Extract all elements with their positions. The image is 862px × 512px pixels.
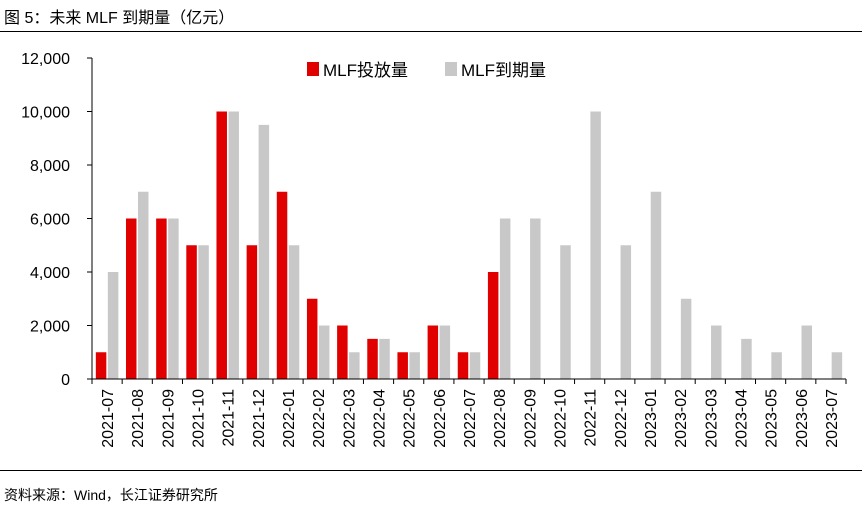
- bar-mlf-investment: [427, 325, 439, 379]
- y-tick-label: 12,000: [21, 51, 70, 68]
- x-tick-label: 2023-01: [643, 389, 660, 448]
- x-tick-label: 2021-07: [100, 389, 117, 448]
- bar-mlf-investment: [95, 352, 107, 379]
- x-tick-label: 2023-04: [733, 389, 750, 448]
- x-tick-label: 2022-11: [583, 389, 600, 447]
- x-tick-label: 2023-07: [824, 389, 841, 448]
- bar-mlf-maturity: [168, 218, 179, 379]
- bar-mlf-investment: [156, 218, 167, 379]
- bar-mlf-maturity: [198, 245, 209, 379]
- bar-mlf-maturity: [801, 325, 813, 379]
- bar-mlf-maturity: [711, 325, 722, 379]
- bar-mlf-investment: [246, 245, 258, 379]
- bar-mlf-maturity: [379, 338, 390, 379]
- bar-mlf-maturity: [228, 111, 239, 379]
- y-tick-label: 8,000: [30, 158, 70, 175]
- bar-mlf-maturity: [439, 325, 451, 379]
- bar-mlf-maturity: [650, 191, 662, 379]
- y-tick-label: 6,000: [30, 212, 70, 229]
- x-tick-label: 2023-05: [764, 389, 781, 448]
- x-tick-label: 2022-02: [311, 389, 328, 448]
- x-tick-label: 2023-06: [794, 389, 811, 448]
- bar-mlf-investment: [276, 191, 288, 379]
- legend-label: MLF到期量: [461, 61, 546, 80]
- legend-label: MLF投放量: [323, 61, 408, 80]
- x-tick-label: 2021-08: [130, 389, 147, 448]
- figure-title: 图 5：未来 MLF 到期量（亿元）: [4, 10, 235, 27]
- x-tick-label: 2022-07: [462, 389, 479, 448]
- mlf-bar-chart: 0 2,000 4,000 6,000 8,000 10,000 12,000 2021-07…: [21, 51, 847, 448]
- bar-mlf-maturity: [349, 352, 360, 379]
- bar-mlf-maturity: [499, 218, 511, 379]
- bar-mlf-maturity: [469, 352, 481, 379]
- x-tick-label: 2022-03: [341, 389, 358, 448]
- bar-mlf-investment: [337, 325, 348, 379]
- x-tick-label: 2022-12: [613, 389, 630, 448]
- x-tick-label: 2022-04: [372, 389, 389, 448]
- bar-mlf-investment: [367, 338, 378, 379]
- bar-mlf-maturity: [680, 298, 692, 379]
- x-tick-label: 2022-06: [432, 389, 449, 448]
- bar-mlf-maturity: [771, 352, 782, 379]
- x-tick-label: 2022-09: [522, 389, 539, 448]
- source-note: 资料来源：Wind，长江证券研究所: [4, 487, 218, 503]
- bar-mlf-maturity: [831, 352, 843, 379]
- bar-mlf-maturity: [530, 218, 541, 379]
- bar-mlf-maturity: [741, 338, 752, 379]
- y-tick-label: 0: [61, 372, 70, 389]
- x-tick-label: 2023-03: [703, 389, 720, 448]
- x-tick-label: 2021-09: [160, 389, 177, 448]
- bar-mlf-maturity: [590, 111, 601, 379]
- bar-mlf-investment: [397, 352, 408, 379]
- x-tick-label: 2021-10: [191, 389, 208, 448]
- x-tick-label: 2022-10: [552, 389, 569, 448]
- bar-mlf-investment: [487, 272, 499, 379]
- bar-mlf-maturity: [409, 352, 420, 379]
- source-rule: [0, 470, 862, 471]
- bar-mlf-maturity: [258, 124, 270, 379]
- y-tick-label: 10,000: [21, 105, 70, 122]
- x-tick-label: 2023-02: [673, 389, 690, 448]
- bar-mlf-investment: [186, 245, 197, 379]
- legend-swatch: [445, 62, 457, 76]
- bar-mlf-maturity: [318, 325, 330, 379]
- x-tick-label: 2022-01: [281, 389, 298, 448]
- x-tick-label: 2021-11: [221, 389, 238, 447]
- bar-mlf-maturity: [560, 245, 571, 379]
- bar-mlf-maturity: [137, 191, 149, 379]
- x-tick-label: 2022-05: [402, 389, 419, 448]
- bar-mlf-investment: [216, 111, 227, 379]
- title-rule: [0, 31, 862, 32]
- bar-mlf-maturity: [107, 272, 119, 379]
- y-tick-label: 2,000: [30, 319, 70, 336]
- x-tick-label: 2021-12: [251, 389, 268, 448]
- bar-mlf-investment: [457, 352, 469, 379]
- bar-mlf-investment: [306, 298, 318, 379]
- legend-swatch: [307, 62, 319, 76]
- y-tick-label: 4,000: [30, 265, 70, 282]
- bar-mlf-maturity: [288, 245, 300, 379]
- x-tick-label: 2022-08: [492, 389, 509, 448]
- bar-mlf-maturity: [620, 245, 632, 379]
- bar-mlf-investment: [125, 218, 137, 379]
